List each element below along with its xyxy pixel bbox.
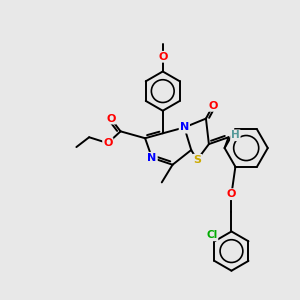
Text: H: H xyxy=(231,130,240,140)
Text: S: S xyxy=(193,155,201,165)
Text: O: O xyxy=(227,189,236,199)
Text: O: O xyxy=(158,52,167,62)
Text: N: N xyxy=(147,153,157,163)
Text: O: O xyxy=(106,114,116,124)
Text: S: S xyxy=(193,155,201,165)
Text: O: O xyxy=(103,138,112,148)
Text: N: N xyxy=(180,122,189,132)
Text: N: N xyxy=(147,153,157,163)
Text: N: N xyxy=(180,122,189,132)
Text: Cl: Cl xyxy=(206,230,218,240)
Text: O: O xyxy=(208,101,218,111)
